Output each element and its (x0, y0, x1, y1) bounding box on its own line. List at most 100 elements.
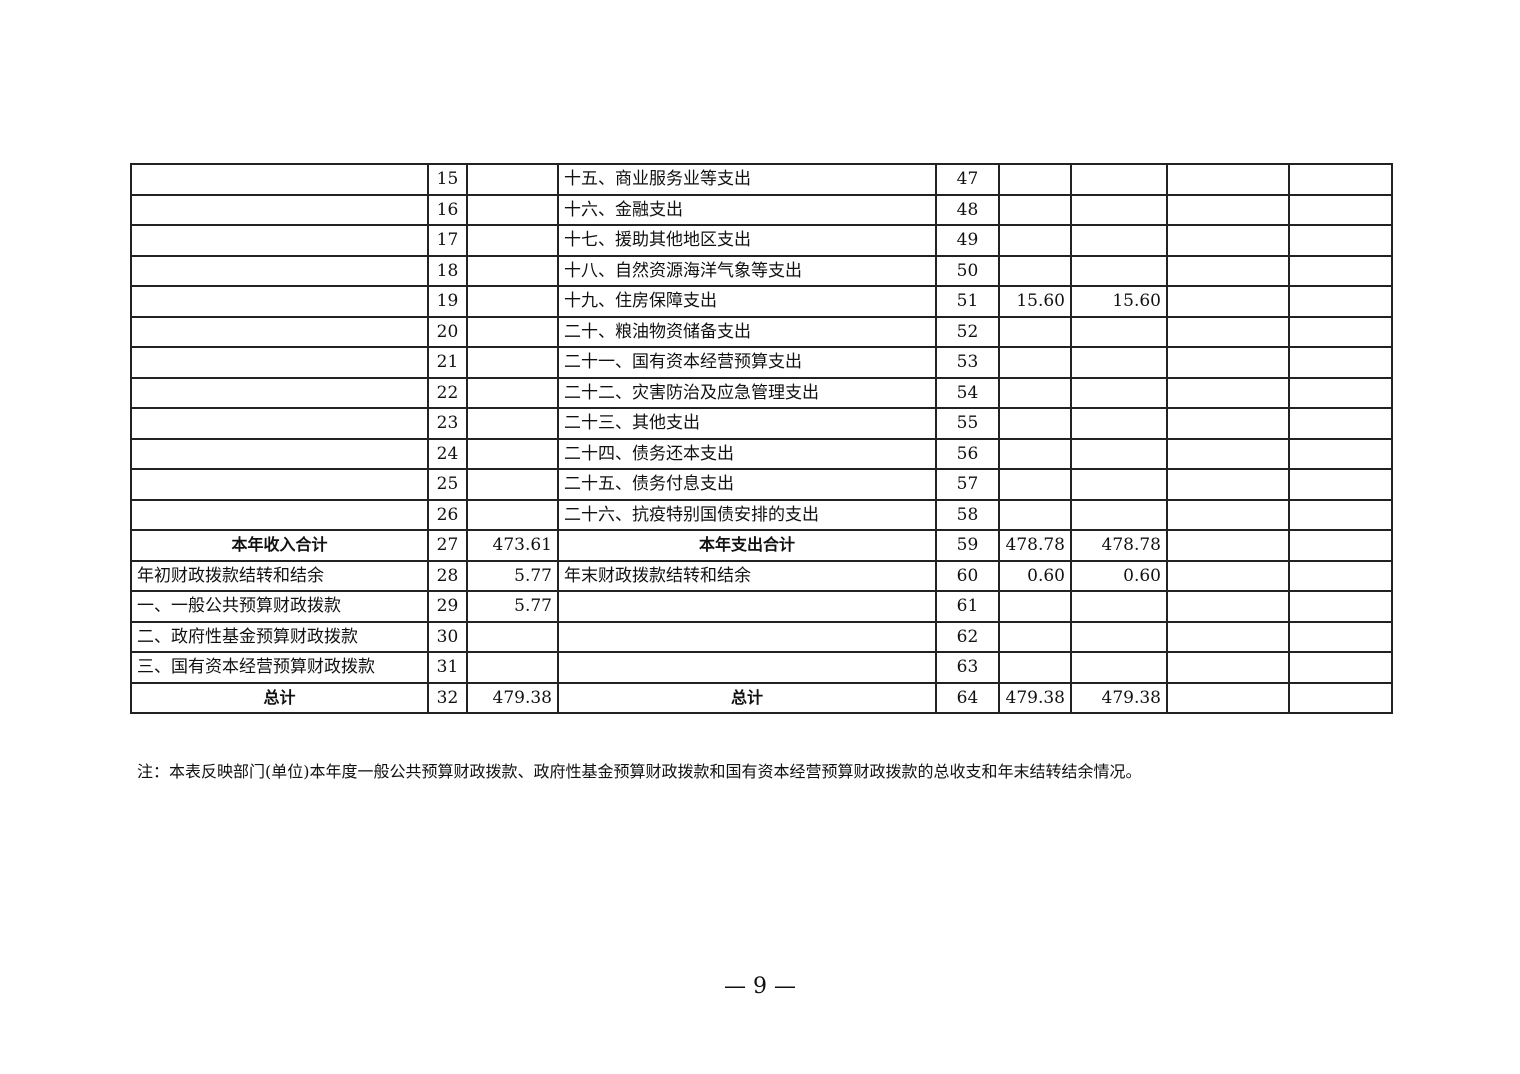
income-item-cell (130, 163, 429, 196)
income-item-cell (130, 468, 429, 501)
expense-general-budget-cell (1070, 376, 1168, 409)
line-number-cell: 56 (935, 437, 1000, 470)
page-number: — 9 — (724, 974, 796, 999)
expense-total-cell (998, 407, 1072, 440)
expense-general-budget-cell (1070, 498, 1168, 531)
expense-state-capital-cell (1288, 590, 1393, 623)
expense-item-cell: 十六、金融支出 (557, 193, 937, 226)
expense-total-cell (998, 620, 1072, 653)
expense-gov-fund-cell (1166, 346, 1290, 379)
expense-gov-fund-cell (1166, 651, 1290, 684)
expense-state-capital-cell (1288, 163, 1393, 196)
income-amount-cell (466, 193, 559, 226)
expense-item-cell: 二十五、债务付息支出 (557, 468, 937, 501)
income-item-cell (130, 407, 429, 440)
line-number-cell: 31 (427, 651, 468, 684)
line-number-cell: 22 (427, 376, 468, 409)
expense-item-cell: 十九、住房保障支出 (557, 285, 937, 318)
expense-general-budget-cell (1070, 437, 1168, 470)
income-amount-cell: 479.38 (466, 681, 559, 714)
expense-general-budget-cell (1070, 193, 1168, 226)
expense-item-cell: 二十六、抗疫特别国债安排的支出 (557, 498, 937, 531)
expense-item-cell (557, 590, 937, 623)
expense-state-capital-cell (1288, 224, 1393, 257)
line-number-cell: 16 (427, 193, 468, 226)
table-row: 24 二十四、债务还本支出 56 (130, 437, 1393, 470)
expense-general-budget-cell (1070, 620, 1168, 653)
expense-total-cell (998, 193, 1072, 226)
expense-gov-fund-cell (1166, 163, 1290, 196)
expense-state-capital-cell (1288, 285, 1393, 318)
expense-total-cell: 15.60 (998, 285, 1072, 318)
expense-total-cell: 479.38 (998, 681, 1072, 714)
income-amount-cell: 473.61 (466, 529, 559, 562)
table-body: 15 十五、商业服务业等支出 47 16 十六、金融支出 48 17 十七、援助其他地区支出 4… (130, 163, 1393, 714)
income-item-cell (130, 376, 429, 409)
table-row: 16 十六、金融支出 48 (130, 193, 1393, 226)
expense-item-cell: 十七、援助其他地区支出 (557, 224, 937, 257)
expense-general-budget-cell (1070, 468, 1168, 501)
expense-general-budget-cell (1070, 315, 1168, 348)
expense-general-budget-cell: 479.38 (1070, 681, 1168, 714)
table-row: 20 二十、粮油物资储备支出 52 (130, 315, 1393, 348)
income-item-cell: 二、政府性基金预算财政拨款 (130, 620, 429, 653)
line-number-cell: 52 (935, 315, 1000, 348)
expense-general-budget-cell: 478.78 (1070, 529, 1168, 562)
table-note: 注：本表反映部门(单位)本年度一般公共预算财政拨款、政府性基金预算财政拨款和国有… (137, 762, 1142, 781)
table-row: 一、一般公共预算财政拨款 29 5.77 61 (130, 590, 1393, 623)
income-amount-cell: 5.77 (466, 559, 559, 592)
table-row: 22 二十二、灾害防治及应急管理支出 54 (130, 376, 1393, 409)
line-number-cell: 59 (935, 529, 1000, 562)
table-row: 26 二十六、抗疫特别国债安排的支出 58 (130, 498, 1393, 531)
line-number-cell: 61 (935, 590, 1000, 623)
expense-general-budget-cell (1070, 163, 1168, 196)
table-row: 21 二十一、国有资本经营预算支出 53 (130, 346, 1393, 379)
expense-total-cell (998, 315, 1072, 348)
expense-state-capital-cell (1288, 407, 1393, 440)
table-row: 25 二十五、债务付息支出 57 (130, 468, 1393, 501)
expense-total-cell (998, 163, 1072, 196)
line-number-cell: 57 (935, 468, 1000, 501)
expense-gov-fund-cell (1166, 529, 1290, 562)
expense-total-cell (998, 468, 1072, 501)
table-row: 本年收入合计 27 473.61 本年支出合计 59 478.78 478.78 (130, 529, 1393, 562)
expense-general-budget-cell (1070, 224, 1168, 257)
expense-total-cell: 478.78 (998, 529, 1072, 562)
expense-gov-fund-cell (1166, 590, 1290, 623)
expense-state-capital-cell (1288, 681, 1393, 714)
line-number-cell: 15 (427, 163, 468, 196)
line-number-cell: 53 (935, 346, 1000, 379)
line-number-cell: 17 (427, 224, 468, 257)
income-amount-cell (466, 468, 559, 501)
line-number-cell: 32 (427, 681, 468, 714)
expense-total-cell (998, 224, 1072, 257)
table-row: 总计 32 479.38 总计 64 479.38 479.38 (130, 681, 1393, 714)
expense-general-budget-cell (1070, 590, 1168, 623)
expense-general-budget-cell (1070, 407, 1168, 440)
line-number-cell: 25 (427, 468, 468, 501)
expense-item-cell: 二十四、债务还本支出 (557, 437, 937, 470)
expense-total-cell (998, 346, 1072, 379)
income-item-cell: 总计 (130, 681, 429, 714)
income-amount-cell (466, 346, 559, 379)
expense-state-capital-cell (1288, 468, 1393, 501)
income-item-cell (130, 498, 429, 531)
line-number-cell: 20 (427, 315, 468, 348)
expense-total-cell (998, 254, 1072, 287)
expense-state-capital-cell (1288, 620, 1393, 653)
expense-state-capital-cell (1288, 498, 1393, 531)
line-number-cell: 55 (935, 407, 1000, 440)
table-row: 18 十八、自然资源海洋气象等支出 50 (130, 254, 1393, 287)
income-amount-cell (466, 620, 559, 653)
income-item-cell (130, 193, 429, 226)
line-number-cell: 60 (935, 559, 1000, 592)
income-item-cell (130, 346, 429, 379)
expense-state-capital-cell (1288, 346, 1393, 379)
line-number-cell: 63 (935, 651, 1000, 684)
income-amount-cell (466, 254, 559, 287)
income-item-cell: 本年收入合计 (130, 529, 429, 562)
income-amount-cell (466, 651, 559, 684)
line-number-cell: 47 (935, 163, 1000, 196)
expense-item-cell: 年末财政拨款结转和结余 (557, 559, 937, 592)
income-amount-cell (466, 376, 559, 409)
